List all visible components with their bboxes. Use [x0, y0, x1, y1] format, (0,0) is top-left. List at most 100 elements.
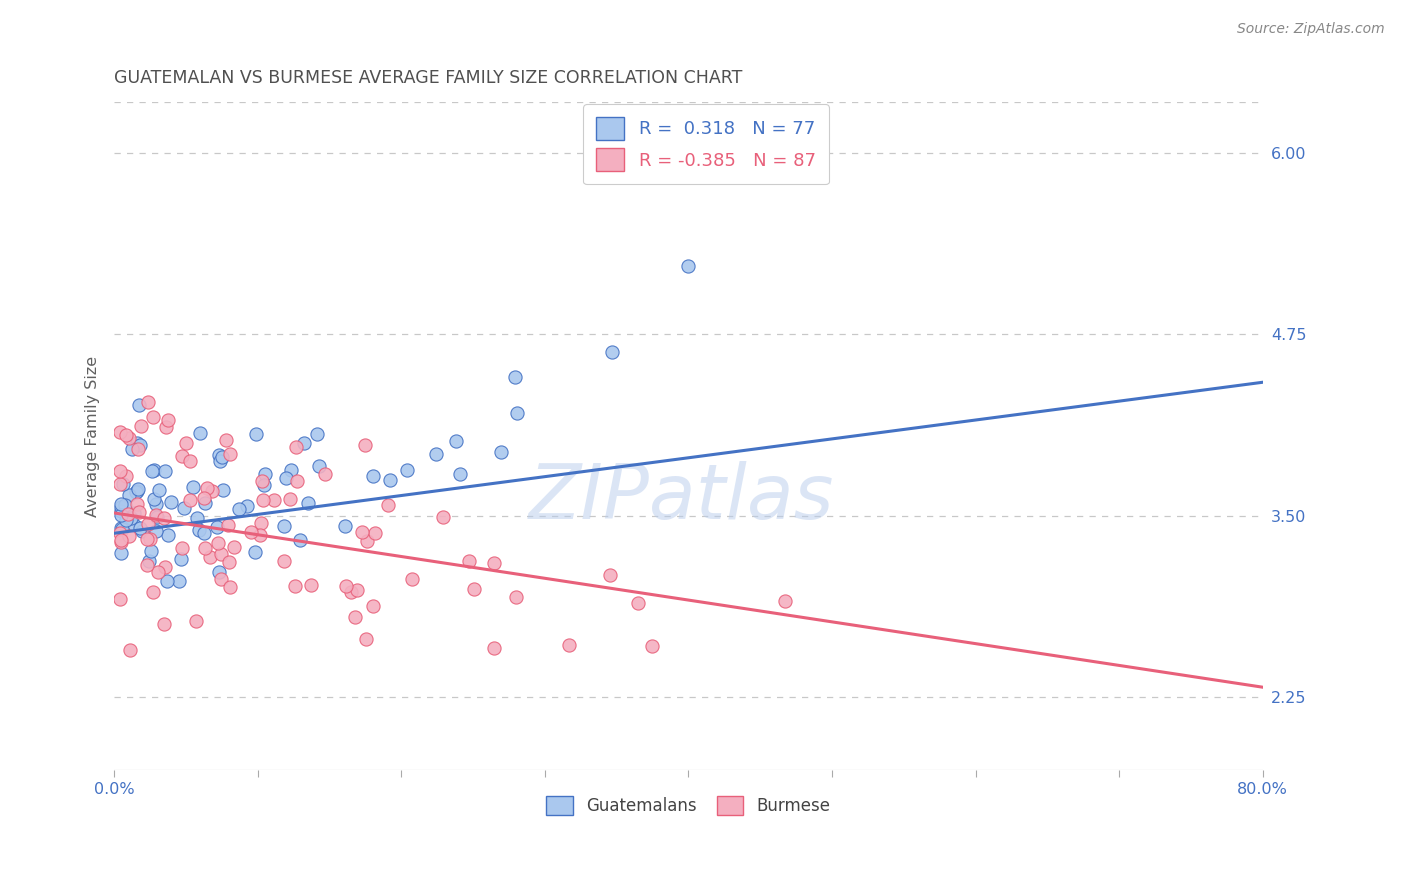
Point	[181, 480, 204, 494]
Point	[125, 498, 148, 512]
Point	[110, 546, 132, 560]
Point	[218, 555, 240, 569]
Point	[432, 509, 454, 524]
Point	[128, 505, 150, 519]
Point	[600, 344, 623, 359]
Legend: Guatemalans, Burmese: Guatemalans, Burmese	[540, 789, 838, 822]
Text: ZIPatlas: ZIPatlas	[529, 461, 834, 535]
Point	[250, 474, 273, 488]
Point	[215, 434, 238, 448]
Point	[139, 532, 162, 546]
Point	[155, 420, 177, 434]
Point	[378, 474, 401, 488]
Point	[142, 492, 165, 507]
Point	[308, 458, 330, 473]
Point	[110, 500, 132, 515]
Point	[153, 617, 176, 632]
Point	[108, 592, 131, 607]
Point	[209, 573, 232, 587]
Point	[117, 507, 139, 521]
Point	[219, 447, 242, 461]
Point	[127, 442, 149, 457]
Point	[127, 483, 149, 498]
Point	[110, 521, 132, 535]
Point	[120, 643, 142, 657]
Point	[208, 448, 231, 462]
Point	[112, 476, 135, 491]
Point	[340, 584, 363, 599]
Point	[173, 500, 195, 515]
Point	[482, 556, 505, 570]
Point	[142, 409, 165, 424]
Point	[114, 498, 136, 512]
Point	[128, 438, 150, 452]
Point	[172, 541, 194, 555]
Point	[179, 493, 201, 508]
Point	[425, 447, 447, 461]
Point	[401, 572, 423, 586]
Point	[159, 495, 181, 509]
Point	[290, 533, 312, 548]
Point	[254, 467, 277, 482]
Point	[505, 406, 527, 420]
Point	[138, 517, 160, 532]
Point	[228, 501, 250, 516]
Point	[209, 547, 232, 561]
Point	[148, 483, 170, 498]
Point	[249, 528, 271, 542]
Point	[110, 534, 132, 549]
Point	[299, 578, 322, 592]
Point	[773, 593, 796, 607]
Point	[482, 641, 505, 656]
Point	[364, 526, 387, 541]
Point	[207, 535, 229, 549]
Point	[110, 503, 132, 517]
Point	[155, 574, 177, 589]
Point	[128, 521, 150, 535]
Point	[273, 518, 295, 533]
Point	[458, 554, 481, 568]
Point	[136, 558, 159, 572]
Point	[108, 477, 131, 491]
Point	[354, 632, 377, 646]
Point	[218, 580, 240, 594]
Point	[335, 579, 357, 593]
Point	[115, 513, 138, 527]
Point	[361, 599, 384, 613]
Point	[292, 436, 315, 450]
Point	[179, 454, 201, 468]
Point	[153, 511, 176, 525]
Point	[118, 529, 141, 543]
Point	[285, 475, 308, 489]
Point	[110, 425, 132, 440]
Point	[129, 419, 152, 434]
Point	[641, 640, 664, 654]
Point	[145, 524, 167, 539]
Point	[170, 552, 193, 566]
Point	[395, 463, 418, 477]
Point	[127, 482, 149, 496]
Point	[172, 449, 194, 463]
Point	[108, 525, 131, 540]
Point	[139, 544, 162, 558]
Point	[110, 533, 132, 547]
Point	[335, 518, 357, 533]
Point	[138, 554, 160, 568]
Point	[352, 524, 374, 539]
Point	[118, 487, 141, 501]
Point	[599, 567, 621, 582]
Text: GUATEMALAN VS BURMESE AVERAGE FAMILY SIZE CORRELATION CHART: GUATEMALAN VS BURMESE AVERAGE FAMILY SIZ…	[114, 69, 742, 87]
Point	[297, 495, 319, 509]
Point	[117, 431, 139, 445]
Point	[273, 554, 295, 568]
Point	[274, 471, 297, 485]
Point	[344, 609, 367, 624]
Point	[194, 496, 217, 510]
Point	[305, 427, 328, 442]
Point	[135, 532, 157, 546]
Point	[212, 483, 235, 498]
Point	[222, 540, 245, 554]
Point	[194, 541, 217, 555]
Point	[208, 454, 231, 468]
Point	[356, 533, 378, 548]
